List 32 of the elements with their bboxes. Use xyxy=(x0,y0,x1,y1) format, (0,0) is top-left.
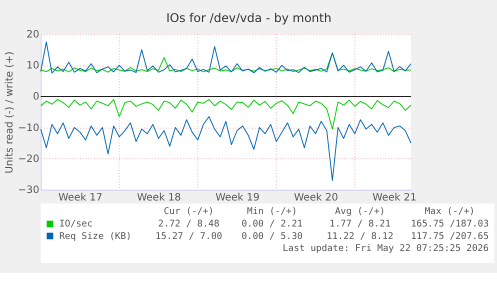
text: Max (-/+) xyxy=(424,206,475,217)
y-tick-label: 0 xyxy=(32,92,40,103)
text: Min (-/+) xyxy=(247,206,298,217)
y-tick-label: −30 xyxy=(18,184,40,196)
text: 11.22 / 8.12 xyxy=(326,230,394,242)
text: 0.00 / 2.21 xyxy=(241,218,303,230)
legend-label: IO/sec xyxy=(59,218,93,230)
text: Cur (-/+) xyxy=(164,206,214,217)
x-tick-label: Week 20 xyxy=(294,192,338,204)
y-tick-label: −20 xyxy=(18,154,40,165)
y-axis-title: Units read (-) / write (+) xyxy=(4,51,16,174)
text: Avg (-/+) xyxy=(334,206,386,217)
text: 0.00 / 5.30 xyxy=(241,230,303,242)
line-series xyxy=(40,52,412,73)
x-tick-label: Week 19 xyxy=(215,192,260,204)
y-tick-label: −10 xyxy=(18,122,40,134)
text: 117.75 /207.65 xyxy=(410,230,489,242)
y-tick-label: 20 xyxy=(26,29,40,40)
text: 165.75 /187.03 xyxy=(410,218,489,230)
text: 15.27 / 7.00 xyxy=(155,230,222,242)
x-tick-label: Week 18 xyxy=(136,192,181,204)
x-tick-label: Week 17 xyxy=(58,192,102,204)
legend-label: Req Size (KB) xyxy=(59,230,132,242)
text: 2.72 / 8.48 xyxy=(158,218,220,230)
y-tick-label: 10 xyxy=(26,60,40,72)
text: Last update: Fri May 22 07:25:25 2026 xyxy=(282,242,489,254)
text: 1.77 / 8.21 xyxy=(329,218,391,230)
chart-title: IOs for /dev/vda - by month xyxy=(166,11,332,26)
x-tick-label: Week 21 xyxy=(372,192,417,204)
line-series xyxy=(40,116,412,181)
line-series xyxy=(40,99,412,130)
line-series xyxy=(40,42,412,74)
